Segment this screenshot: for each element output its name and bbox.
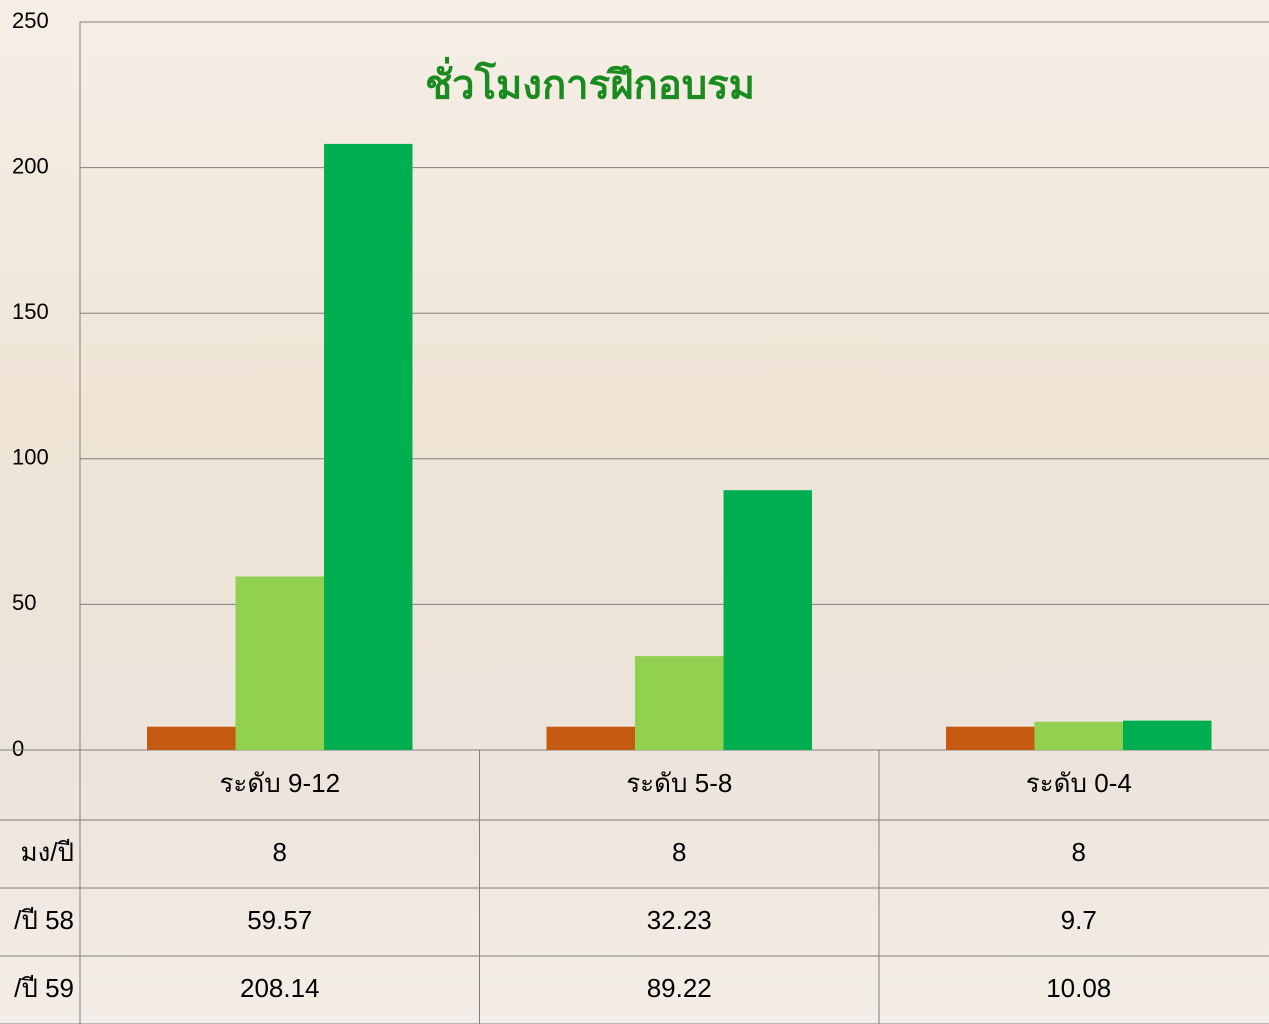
legend-label: /ปี 59 (14, 973, 74, 1003)
table-value: 89.22 (647, 973, 712, 1003)
table-value: 32.23 (647, 905, 712, 935)
table-value: 208.14 (240, 973, 320, 1003)
table-value: 9.7 (1061, 905, 1097, 935)
y-tick-label: 250 (12, 8, 49, 33)
y-tick-label: 150 (12, 299, 49, 324)
table-value: 8 (273, 837, 287, 867)
table-value: 59.57 (247, 905, 312, 935)
chart-title: ชั่วโมงการฝึกอบรม (425, 57, 755, 108)
y-tick-label: 0 (12, 736, 24, 761)
bar (147, 727, 236, 750)
bar (1035, 722, 1124, 750)
bar (1123, 721, 1212, 750)
table-value: 8 (672, 837, 686, 867)
bar (635, 656, 724, 750)
bar (946, 727, 1035, 750)
y-tick-label: 100 (12, 445, 49, 470)
table-value: 10.08 (1046, 973, 1111, 1003)
x-tick-label: ระดับ 5-8 (626, 768, 732, 798)
legend-label: มง/ปี (20, 837, 74, 867)
y-tick-label: 50 (12, 590, 36, 615)
chart: ชั่วโมงการฝึกอบรม 0 50 100 150 200 250 ระดับ 9… (0, 0, 1269, 1024)
x-tick-label: ระดับ 0-4 (1026, 768, 1132, 798)
table-value: 8 (1072, 837, 1086, 867)
page: ชั่วโมงการฝึกอบรม 0 50 100 150 200 250 ระดับ 9… (0, 0, 1269, 1024)
bar (236, 577, 325, 750)
bar (724, 490, 813, 750)
bar (324, 144, 413, 750)
y-tick-label: 200 (12, 153, 49, 178)
bar (547, 727, 636, 750)
legend-label: /ปี 58 (14, 905, 74, 935)
x-tick-label: ระดับ 9-12 (219, 768, 340, 798)
